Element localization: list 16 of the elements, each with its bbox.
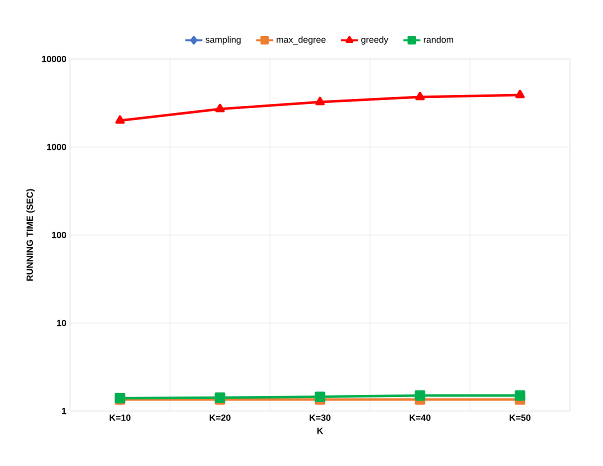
y-tick-label: 1000 — [47, 144, 66, 150]
legend-label: sampling — [206, 36, 241, 45]
x-tick-label: K=50 — [510, 414, 530, 421]
x-tick-label: K=30 — [310, 414, 330, 421]
x-tick-label: K=40 — [410, 414, 430, 421]
x-axis-title: K — [317, 428, 324, 434]
y-axis-title: RUNNING TIME (SEC) — [26, 189, 35, 281]
y-tick-label: 10 — [57, 320, 66, 326]
x-tick-label: K=10 — [110, 414, 130, 421]
legend-label: random — [424, 36, 454, 43]
y-tick-label: 1 — [62, 408, 66, 414]
x-tick-label: K=20 — [210, 414, 230, 421]
y-tick-label: 10000 — [42, 56, 66, 62]
y-tick-label: 100 — [52, 232, 66, 238]
legend-label: greedy — [361, 36, 388, 45]
legend-label: max_degree — [276, 36, 326, 45]
